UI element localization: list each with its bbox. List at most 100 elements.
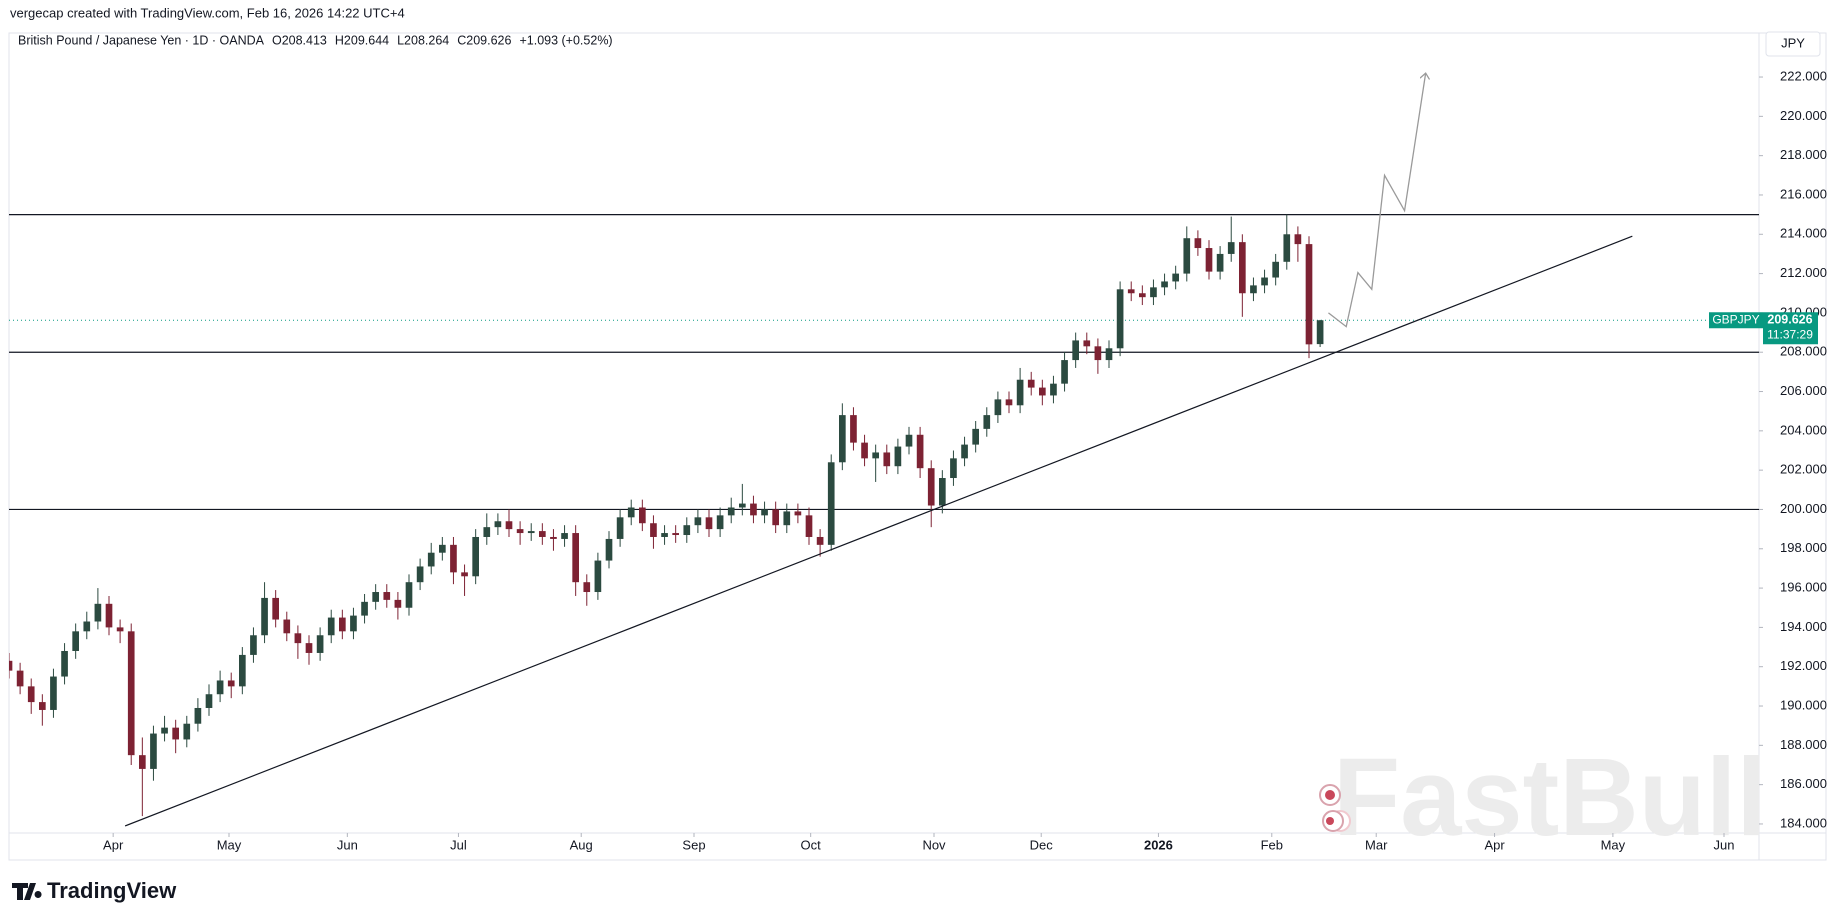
candle-body — [905, 434, 913, 447]
candle-body — [816, 536, 824, 545]
candle-body — [650, 523, 657, 537]
candle-body — [405, 582, 413, 608]
candle-body — [61, 650, 68, 677]
candle-body — [839, 415, 846, 463]
candle-body — [1027, 379, 1035, 388]
y-tick-label: 214.000 — [1780, 226, 1827, 241]
candle-body — [805, 515, 813, 537]
x-tick-label: Sep — [682, 837, 705, 852]
candle-body — [94, 603, 102, 622]
candle-body — [1194, 238, 1202, 249]
candle-body — [1094, 346, 1102, 361]
tradingview-logo: TradingView — [12, 878, 177, 903]
candle-body — [472, 536, 479, 577]
candle-body — [1127, 289, 1135, 294]
attribution: vergecap created with TradingView.com, F… — [10, 5, 405, 20]
candle-body — [683, 525, 691, 536]
candle-body — [1150, 287, 1157, 298]
candle-body — [261, 597, 268, 636]
symbol-legend: British Pound / Japanese Yen · 1D · OAND… — [18, 33, 613, 47]
candle-body — [561, 533, 568, 539]
candle-body — [939, 478, 946, 506]
candle-body — [350, 615, 357, 632]
candle-body — [1239, 242, 1246, 294]
y-tick-label: 222.000 — [1780, 68, 1827, 83]
candle-body — [416, 566, 424, 583]
candle-body — [1250, 285, 1257, 294]
candle-body — [361, 601, 368, 616]
candle-body — [672, 533, 679, 536]
candle-body — [50, 676, 57, 710]
candle-body — [583, 582, 591, 593]
event-icons[interactable] — [1319, 784, 1351, 832]
candle-body — [127, 631, 135, 756]
candle-body — [16, 670, 24, 687]
candle-body — [961, 444, 968, 459]
candle-body — [305, 643, 313, 653]
candle-body — [705, 517, 713, 530]
candle-body — [1039, 387, 1046, 396]
price-badge-countdown: 11:37:29 — [1767, 327, 1813, 341]
candle-body — [505, 521, 513, 530]
candle-body — [527, 531, 535, 534]
candle-body — [861, 442, 868, 459]
y-tick-label: 196.000 — [1780, 580, 1827, 595]
candle-body — [250, 635, 257, 655]
price-badge — [1763, 312, 1818, 345]
x-tick-label: Aug — [570, 837, 593, 852]
x-tick-label: Feb — [1261, 837, 1283, 852]
candle-body — [605, 538, 613, 561]
candle-body — [1205, 248, 1213, 272]
candle-body — [1016, 379, 1024, 406]
chart-frame — [8, 32, 1827, 861]
candle-body — [1294, 234, 1302, 245]
candle-body — [1050, 383, 1057, 396]
candle-body — [572, 533, 579, 583]
candle-body — [1227, 242, 1235, 254]
candle-body — [1116, 289, 1124, 349]
candle-body — [594, 560, 602, 593]
candle-body — [39, 702, 46, 710]
candle-body — [661, 533, 668, 537]
candle-body — [750, 503, 757, 516]
y-tick-label: 208.000 — [1780, 344, 1827, 359]
candle-body — [794, 511, 802, 516]
x-tick-label: Jul — [450, 837, 467, 852]
symbol-title: British Pound / Japanese Yen · 1D · OAND… — [18, 33, 265, 47]
currency-box[interactable] — [1765, 31, 1821, 57]
candle-body — [439, 544, 446, 553]
symbol-badge — [1709, 312, 1763, 329]
candle-body — [894, 446, 902, 467]
candle-body — [516, 529, 524, 534]
candle-body — [850, 415, 857, 443]
y-tick-label: 218.000 — [1780, 147, 1827, 162]
candle-body — [616, 517, 624, 539]
candle-body — [783, 511, 791, 526]
candle-body — [539, 531, 546, 537]
x-tick-label: Mar — [1365, 837, 1388, 852]
x-tick-label: 2026 — [1144, 837, 1173, 852]
candle-body — [739, 503, 746, 508]
candle-body — [394, 599, 402, 608]
candle-body — [727, 507, 735, 516]
candle-body — [1139, 293, 1146, 298]
candle-body — [950, 458, 957, 479]
candle-body — [272, 597, 279, 620]
candle-body — [239, 654, 246, 687]
candle-body — [1083, 340, 1091, 347]
candle-body — [916, 434, 924, 469]
candle-body — [227, 680, 235, 687]
candle-body — [827, 462, 835, 545]
candle-body — [694, 517, 702, 526]
x-tick-label: Jun — [1714, 837, 1735, 852]
y-tick-label: 200.000 — [1780, 501, 1827, 516]
y-tick-label: 188.000 — [1780, 737, 1827, 752]
candle-body — [172, 727, 179, 740]
trendline — [124, 235, 1633, 827]
y-tick-label: 212.000 — [1780, 265, 1827, 280]
currency[interactable]: JPY — [1781, 35, 1805, 50]
x-tick-label: Apr — [1484, 837, 1505, 852]
x-tick-label: Jun — [337, 837, 358, 852]
